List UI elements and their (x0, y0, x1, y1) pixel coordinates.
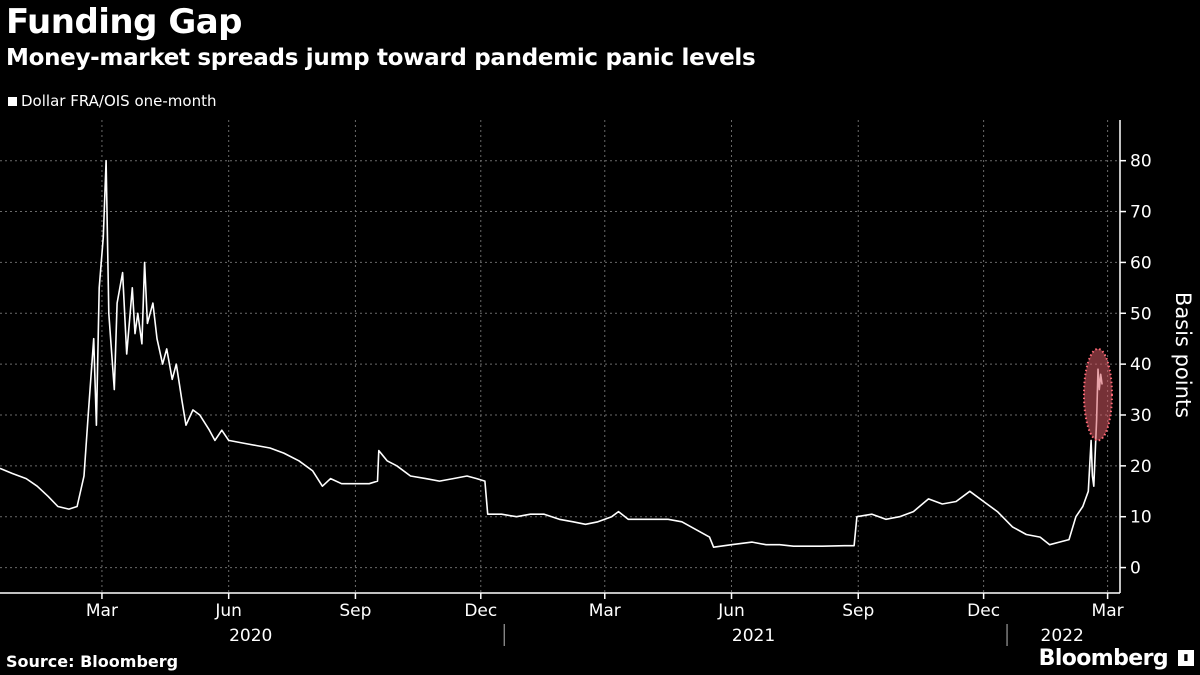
grid (0, 120, 1120, 593)
chart-title: Funding Gap (6, 2, 243, 42)
highlight-ellipse (1082, 347, 1113, 442)
x-tick-label: Mar (86, 601, 118, 621)
highlight (1082, 347, 1113, 442)
x-tick-label: Sep (339, 601, 371, 621)
y-tick-label: 40 (1130, 355, 1152, 375)
y-tick-label: 80 (1130, 152, 1152, 172)
year-label: 2020 (229, 626, 272, 646)
x-tick-label: Sep (842, 601, 874, 621)
source-note: Source: Bloomberg (6, 652, 179, 671)
y-tick-label: 10 (1130, 508, 1152, 528)
y-tick-label: 70 (1130, 203, 1152, 223)
legend-swatch (8, 96, 17, 106)
legend: Dollar FRA/OIS one-month (8, 92, 216, 110)
y-tick-label: 20 (1130, 457, 1152, 477)
y-tick-label: 30 (1130, 406, 1152, 426)
x-tick-label: Jun (717, 601, 745, 621)
x-tick-label: Mar (589, 601, 621, 621)
y-tick-label: 0 (1130, 559, 1141, 579)
legend-label: Dollar FRA/OIS one-month (21, 92, 217, 110)
y-ticks: 0 10 20 30 40 50 60 70 80 (1120, 152, 1152, 579)
axes (0, 120, 1121, 594)
series-line (0, 159, 1103, 549)
y-tick-label: 50 (1130, 304, 1152, 324)
chart-subtitle: Money-market spreads jump toward pandemi… (6, 45, 756, 71)
bloomberg-icon: ▮ (1178, 650, 1194, 666)
year-label: 2022 (1041, 626, 1084, 646)
x-tick-label: Dec (967, 601, 1000, 621)
series (0, 159, 1103, 549)
x-tick-label: Mar (1092, 601, 1124, 621)
year-label: 2021 (732, 626, 775, 646)
y-tick-label: 60 (1130, 253, 1152, 273)
x-tick-label: Jun (214, 601, 242, 621)
y-axis-label: Basis points (1171, 292, 1195, 418)
x-ticks: Mar Jun Sep Dec Mar Jun Sep Dec Mar 2020 2021 2022 (86, 593, 1124, 646)
x-tick-label: Dec (464, 601, 497, 621)
brand-logo: Bloomberg (1038, 646, 1169, 671)
